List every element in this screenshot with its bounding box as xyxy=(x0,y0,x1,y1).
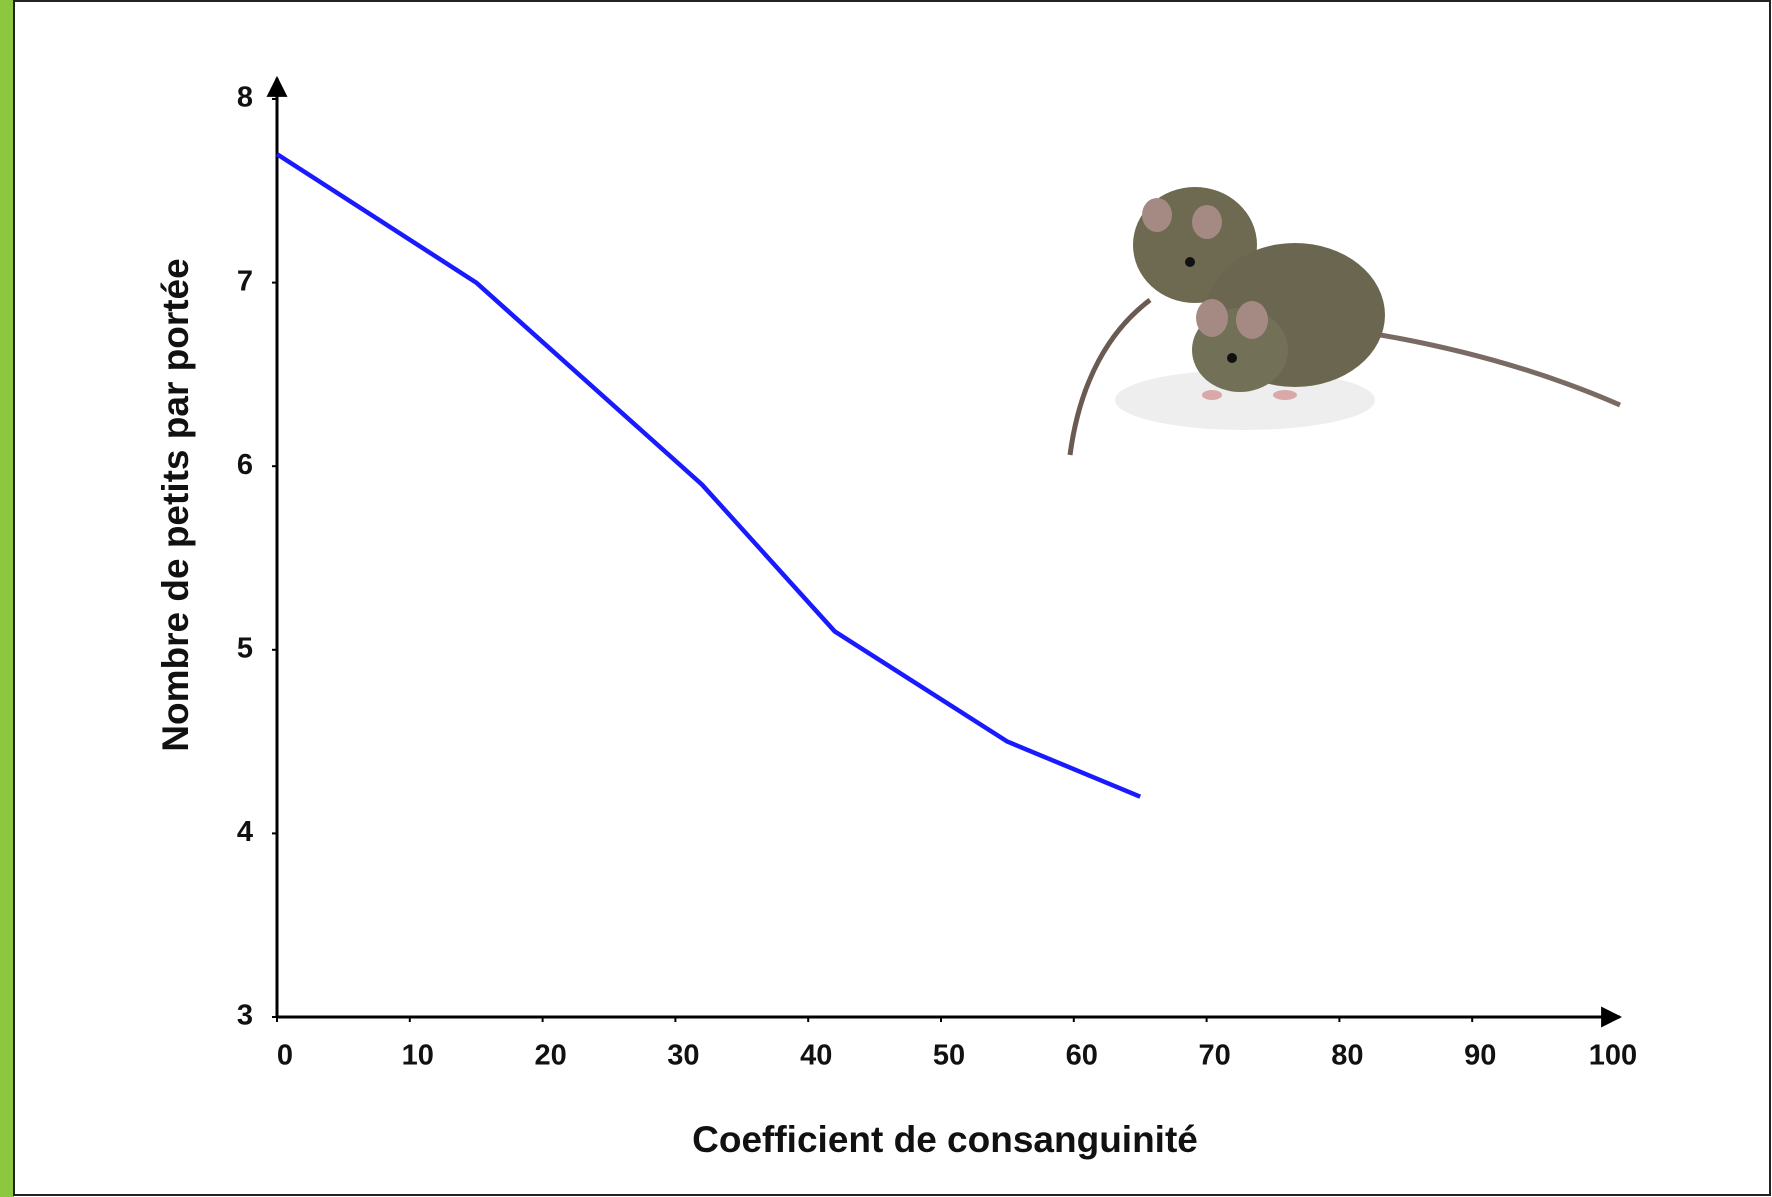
x-tick-label: 80 xyxy=(1331,1040,1363,1072)
x-tick-label: 40 xyxy=(800,1040,832,1072)
y-tick-label: 7 xyxy=(237,265,253,297)
y-tick-label: 3 xyxy=(237,1000,253,1032)
y-tick-label: 6 xyxy=(237,449,253,481)
y-tick-label: 8 xyxy=(237,82,253,114)
x-tick-label: 20 xyxy=(534,1040,566,1072)
x-tick-label: 70 xyxy=(1198,1040,1230,1072)
x-tick-label: 100 xyxy=(1589,1040,1637,1072)
x-tick-label: 90 xyxy=(1464,1040,1496,1072)
frame xyxy=(13,0,1771,1196)
x-tick-label: 50 xyxy=(933,1040,965,1072)
x-tick-label: 60 xyxy=(1066,1040,1098,1072)
y-axis-title: Nombre de petits par portée xyxy=(155,258,196,751)
x-tick-label: 10 xyxy=(402,1040,434,1072)
y-tick-label: 4 xyxy=(237,816,253,848)
x-tick-label: 0 xyxy=(277,1040,293,1072)
side-bar xyxy=(0,0,14,1197)
x-axis-title: Coefficient de consanguinité xyxy=(692,1119,1198,1160)
x-tick-label: 30 xyxy=(667,1040,699,1072)
mice-illustration xyxy=(1067,187,1622,456)
y-tick-label: 5 xyxy=(237,632,253,664)
data-line xyxy=(275,152,1142,799)
